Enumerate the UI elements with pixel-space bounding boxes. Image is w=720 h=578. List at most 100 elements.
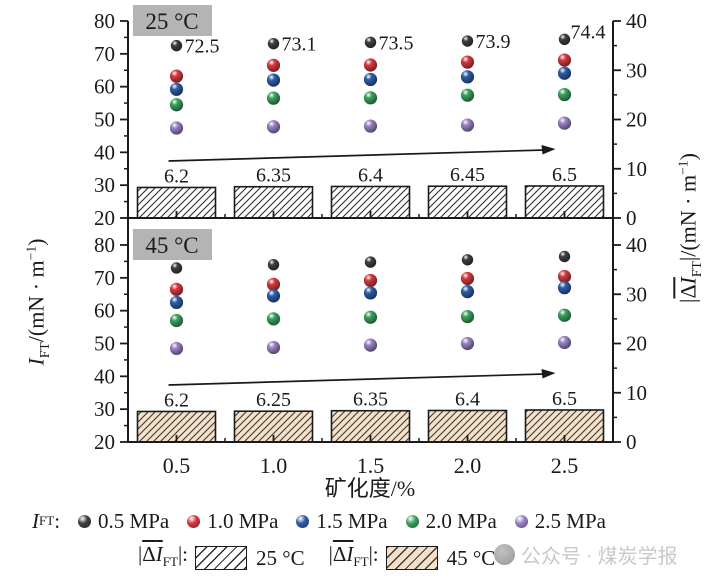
data-point <box>557 281 572 295</box>
bar-value-label: 6.5 <box>552 164 577 186</box>
data-point <box>557 116 572 130</box>
data-point <box>169 282 184 296</box>
right-tick-label: 40 <box>626 9 647 33</box>
panel-temp-label: 25 °C <box>145 9 198 34</box>
legend-bar-formula: |ΔIFT|: <box>138 542 188 570</box>
data-point <box>460 285 475 299</box>
left-axis-title: IFT/(mN · m−1) <box>23 238 52 366</box>
left-tick-label: 70 <box>94 266 115 290</box>
data-point <box>169 341 184 356</box>
right-axis-title: |ΔIFT|/(mN · m−1) <box>675 153 704 303</box>
watermark-logo-icon <box>494 544 515 565</box>
left-tick-label: 60 <box>94 299 115 323</box>
data-point <box>169 98 184 112</box>
bar-value-label: 6.25 <box>256 389 291 411</box>
legend-item: 1.0 MPa <box>187 507 278 535</box>
panel-temp-bg <box>133 229 212 260</box>
data-point <box>557 53 572 67</box>
point-value-label: 73.1 <box>282 34 317 56</box>
left-tick-label: 20 <box>94 430 115 454</box>
left-axis-title-sup: −1 <box>23 245 39 261</box>
x-axis-title: 矿化度/% <box>324 476 416 501</box>
point-value-label: 73.9 <box>476 31 511 53</box>
right-tick-label: 0 <box>626 430 637 454</box>
data-point <box>170 39 183 52</box>
right-tick-label: 20 <box>626 108 647 132</box>
trend-arrow-head <box>541 145 556 155</box>
left-tick-label: 30 <box>94 173 115 197</box>
legend-bar-formula: |ΔIFT|: <box>328 542 379 570</box>
hatch-swatch-icon <box>385 546 438 571</box>
legend-item: 1.5 MPa <box>296 507 388 535</box>
data-point <box>169 69 184 83</box>
data-point <box>169 82 184 96</box>
data-point <box>461 35 474 47</box>
right-axis-title-pipe: | <box>675 298 701 303</box>
data-point <box>558 33 571 46</box>
legend-bar-label: 45 °C <box>446 546 496 571</box>
data-point <box>266 312 281 326</box>
data-point <box>266 289 281 303</box>
data-point <box>557 66 572 80</box>
data-point <box>266 340 281 355</box>
left-axis-title-unit: /(mN · m <box>23 260 49 343</box>
series-dot-icon <box>405 514 419 528</box>
left-tick-label: 30 <box>94 397 115 421</box>
data-point <box>363 273 378 288</box>
data-point <box>460 118 475 132</box>
data-point <box>266 91 281 105</box>
data-point <box>460 55 475 69</box>
data-point <box>267 37 280 50</box>
right-tick-label: 10 <box>626 157 647 181</box>
bar-value-label: 6.2 <box>164 389 189 411</box>
right-tick-label: 20 <box>626 332 647 356</box>
data-point <box>266 58 281 72</box>
series-dot-icon <box>514 514 528 528</box>
legend-item-label: 1.5 MPa <box>316 509 388 533</box>
series-dot-icon <box>296 514 310 528</box>
left-tick-label: 40 <box>94 364 115 388</box>
series-dot-icon <box>78 514 92 528</box>
watermark-text: 公众号 · 煤炭学报 <box>521 546 678 568</box>
legend-series-prefix: I FT: <box>32 509 61 533</box>
data-point <box>557 308 572 322</box>
legend-item: 2.5 MPa <box>514 507 606 535</box>
left-tick-label: 80 <box>94 9 115 33</box>
data-point <box>363 119 378 133</box>
data-point <box>460 88 475 102</box>
point-value-label: 73.5 <box>379 32 414 54</box>
data-point <box>461 254 474 266</box>
data-point <box>558 250 571 263</box>
legend-item-label: 1.0 MPa <box>207 509 279 533</box>
legend-bars-row: |ΔIFT|: 25 °C |ΔIFT|: 45 °C <box>138 540 495 576</box>
legend-bar-item: |ΔIFT|: 25 °C <box>138 540 305 576</box>
trend-arrow-head <box>541 369 556 379</box>
data-point <box>364 256 377 268</box>
legend-item: 0.5 MPa <box>78 507 169 535</box>
bar <box>330 409 411 443</box>
right-axis-title-overline: ΔI <box>675 277 701 299</box>
left-tick-label: 70 <box>94 42 115 66</box>
left-axis-title-close: ) <box>23 238 49 246</box>
bar-value-label: 6.4 <box>358 164 383 186</box>
bar-value-label: 6.2 <box>164 165 189 187</box>
left-tick-label: 60 <box>94 75 115 99</box>
data-point <box>557 335 572 350</box>
right-axis-title-sup: −1 <box>675 160 691 175</box>
data-point <box>460 271 475 286</box>
bar-value-label: 6.4 <box>455 388 480 410</box>
data-point <box>557 269 572 284</box>
data-point <box>169 295 184 310</box>
right-tick-label: 0 <box>626 206 637 230</box>
hatch-swatch-icon <box>194 546 247 571</box>
data-point <box>169 121 184 135</box>
data-point <box>363 91 378 105</box>
watermark: 公众号 · 煤炭学报 <box>494 540 678 569</box>
data-point <box>170 262 183 274</box>
data-point <box>363 286 378 300</box>
series-dot-icon <box>187 514 201 528</box>
data-point <box>460 70 475 84</box>
legend-item-label: 0.5 MPa <box>98 509 170 533</box>
